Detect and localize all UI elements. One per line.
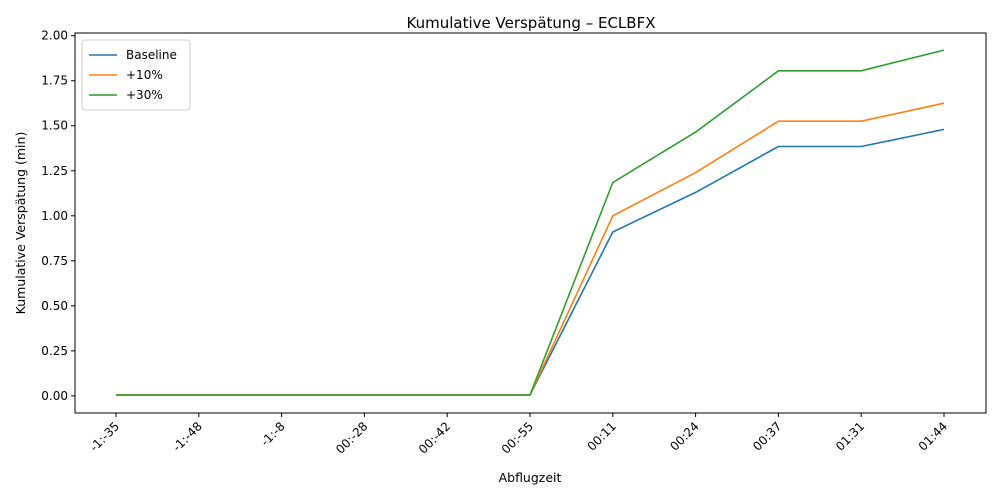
series-line-3: [116, 49, 945, 396]
y-tick-label: 2.00: [41, 29, 68, 43]
y-tick-label: 1.75: [41, 74, 68, 88]
legend-label: +10%: [126, 68, 163, 82]
x-axis-label: Abflugzeit: [499, 470, 562, 485]
legend-label: Baseline: [126, 48, 177, 62]
y-axis: 0.00 0.25 0.50 0.75 1.00 1.25 1.50 1.75 2.00: [41, 29, 75, 403]
y-tick-label: 1.00: [41, 209, 68, 223]
y-tick-label: 0.25: [41, 344, 68, 358]
legend-box: [81, 39, 191, 111]
legend-label: +30%: [126, 88, 163, 102]
y-tick-label: 1.50: [41, 119, 68, 133]
y-tick-label: 1.25: [41, 164, 68, 178]
y-axis-label: Kumulative Verspätung (min): [13, 132, 28, 315]
y-tick-label: 0.00: [41, 389, 68, 403]
legend: Baseline +10% +30%: [81, 39, 191, 111]
y-tick-label: 0.50: [41, 299, 68, 313]
chart-title: Kumulative Verspätung – ECLBFX: [407, 14, 656, 32]
series-layer: [116, 49, 945, 396]
y-tick-label: 0.75: [41, 254, 68, 268]
